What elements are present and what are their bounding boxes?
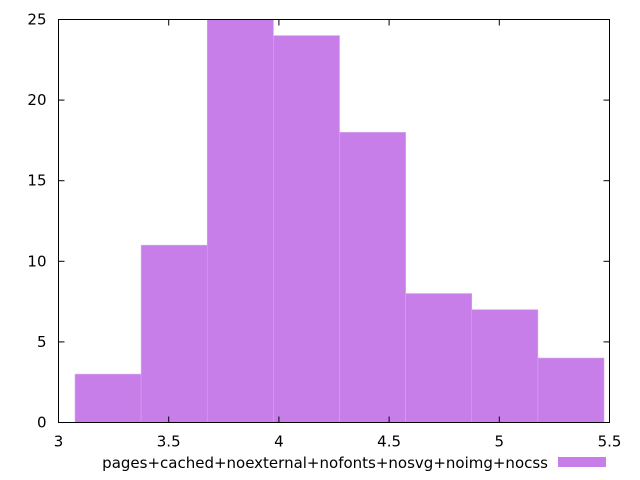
y-tick-label-0: 0 [37,414,47,432]
y-tick-label-5: 25 [27,11,46,29]
x-tick-label-1: 3.5 [157,433,181,451]
histogram-bar-7 [537,357,605,423]
y-tick-label-2: 10 [27,252,46,270]
legend-label: pages+cached+noexternal+nofonts+nosvg+no… [102,454,548,472]
histogram-bar-2 [206,19,274,423]
x-tick-labels: 3 3.5 4 4.5 5 5.5 [54,433,622,451]
x-tick-label-3: 4.5 [377,433,401,451]
histogram-bar-5 [405,293,473,423]
histogram-bar-1 [140,244,208,423]
histogram-bar-6 [471,309,539,423]
histogram-bar-4 [339,132,406,423]
y-tick-label-4: 20 [27,91,46,109]
histogram-bar-3 [273,35,340,423]
x-tick-label-5: 5.5 [598,433,622,451]
y-tick-label-1: 5 [37,333,47,351]
bars-group [74,19,605,423]
x-tick-label-4: 5 [495,433,505,451]
y-tick-labels: 0 5 10 15 20 25 [27,11,46,432]
y-tick-label-3: 15 [27,172,46,190]
plot-frame [58,19,610,423]
legend-swatch [558,457,606,467]
histogram-bar-0 [74,373,142,423]
x-tick-label-2: 4 [274,433,284,451]
x-tick-label-0: 3 [54,433,64,451]
